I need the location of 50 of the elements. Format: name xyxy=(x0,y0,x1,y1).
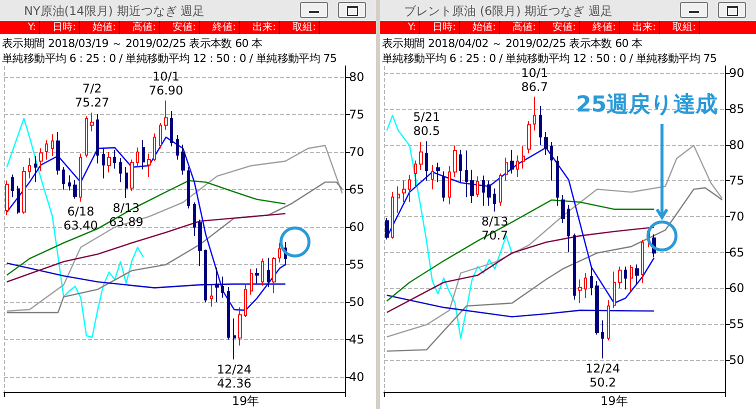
y-tick-label: 90 xyxy=(729,66,744,80)
text: 始値: xyxy=(460,21,500,34)
text: 安値: xyxy=(160,21,200,34)
y-tick-label: 75 xyxy=(349,108,364,122)
chart-subtitle: 表示期間 2018/04/02 ～ 2019/02/25 表示本数 60 本 xyxy=(382,36,642,51)
annotation: 12/24 50.2 xyxy=(586,361,620,390)
text: 終値: xyxy=(200,21,240,34)
y-tick-label: 65 xyxy=(349,182,364,197)
y-tick-label: 80 xyxy=(349,70,364,84)
y-tick-label: 55 xyxy=(349,258,364,272)
text: 単純移動平均 6 : 25 : 0 / 単純移動平均 12 : 50 : 0 / 単純移動平均 75 xyxy=(382,51,717,66)
text: Y: xyxy=(380,21,420,34)
text: 高値: xyxy=(500,21,540,34)
text: 日時: xyxy=(420,21,460,34)
annotation: 12/24 42.36 xyxy=(216,362,252,390)
y-tick-label: 85 xyxy=(729,102,744,116)
y-tick-label: 80 xyxy=(729,138,744,152)
annotation: 6/18 63.40 xyxy=(64,204,98,233)
y-tick-label: 50 xyxy=(349,295,364,310)
text: 取組: xyxy=(660,21,700,34)
text: 高値: xyxy=(120,21,160,34)
y-tick-label: 60 xyxy=(349,220,364,234)
y-tick-label: 70 xyxy=(729,209,744,224)
y-tick-label: 45 xyxy=(349,332,364,347)
chart-subtitle: 表示期間 2018/03/19 ～ 2019/02/25 表示本数 60 本 xyxy=(2,36,262,51)
text: 単純移動平均 6 : 25 : 0 / 単純移動平均 12 : 50 : 0 / 単純移動平均 75 xyxy=(2,51,337,66)
y-tick-label: 60 xyxy=(729,281,744,296)
chart-title: NY原油(14限月) 期近つなぎ 週足 xyxy=(24,3,205,20)
annotation: 10/1 76.90 xyxy=(148,69,184,98)
text: 日時: xyxy=(40,21,80,34)
y-tick-label: 55 xyxy=(729,316,744,331)
y-tick-label: 75 xyxy=(729,174,744,188)
x-tick-label: 19年 xyxy=(600,394,628,408)
text: 安値: xyxy=(540,21,580,34)
annotation: 5/21 80.5 xyxy=(413,110,440,138)
text: Y: xyxy=(0,21,40,34)
y-tick-label: 65 xyxy=(729,245,744,260)
text: 取組: xyxy=(280,21,320,34)
y-tick-label: 70 xyxy=(349,145,364,160)
annotation: 7/2 75.27 xyxy=(74,82,110,110)
annotation: 10/1 86.7 xyxy=(521,66,548,94)
chart-title: ブレント原油 (6限月) 期近つなぎ 週足 xyxy=(404,3,612,20)
y-tick-label: 50 xyxy=(729,352,744,367)
text: 出来: xyxy=(240,21,280,34)
text: 始値: xyxy=(80,21,120,34)
text: 終値: xyxy=(580,21,620,34)
y-tick-label: 40 xyxy=(349,370,364,384)
annotation: 25週戻り達成 xyxy=(576,92,718,118)
text: 出来: xyxy=(620,21,660,34)
x-tick-label: 19年 xyxy=(232,394,260,408)
